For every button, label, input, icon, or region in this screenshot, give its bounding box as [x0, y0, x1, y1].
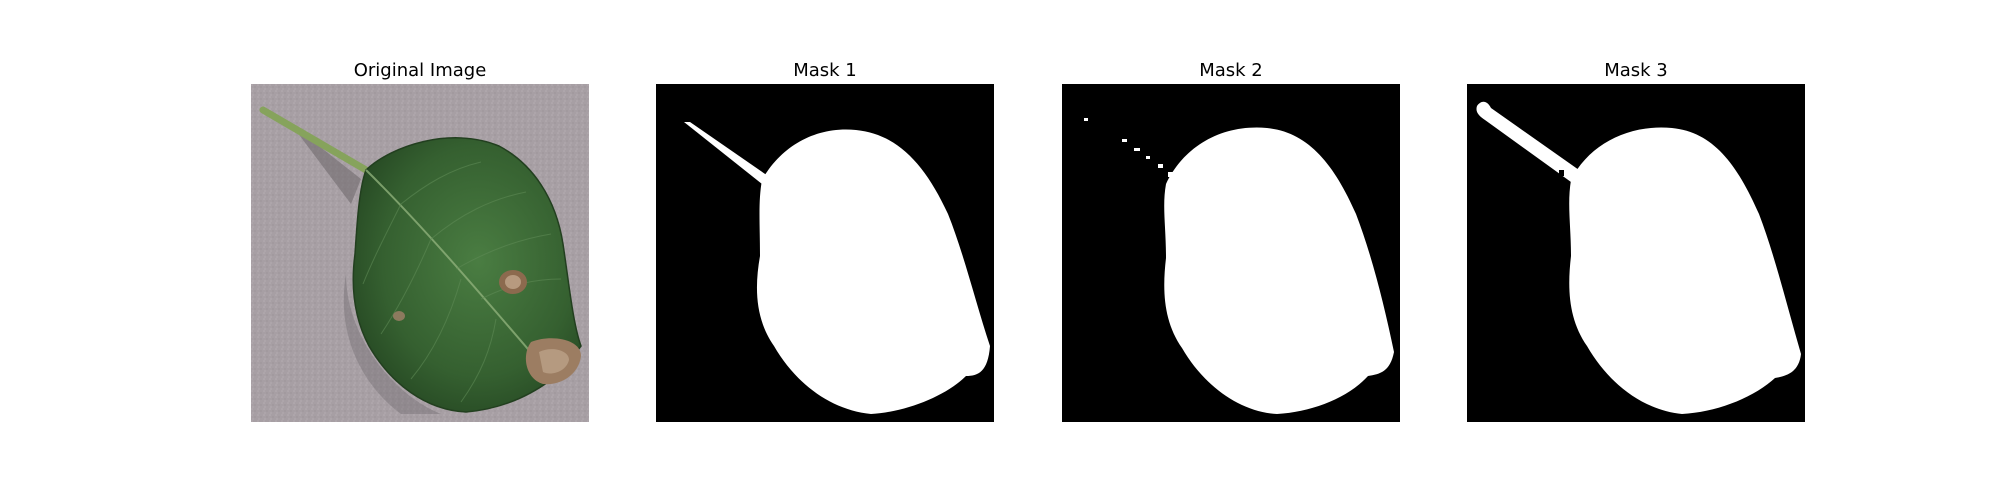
- panel-title: Mask 2: [1199, 60, 1263, 81]
- leaf-lesion-small: [393, 311, 405, 321]
- mask-3-image: [1467, 84, 1805, 422]
- mask-stem: [684, 122, 768, 184]
- leaf-shadow: [343, 274, 441, 414]
- mask-leaf: [1164, 127, 1394, 414]
- mask-stem: [1476, 101, 1579, 182]
- panel-title: Original Image: [353, 60, 487, 81]
- original-leaf-image: [251, 84, 589, 422]
- mask-leaf: [1569, 127, 1801, 414]
- panel-title: Mask 3: [1604, 60, 1668, 81]
- panel-title: Mask 1: [793, 60, 857, 81]
- panel-original-image: Original Image: [251, 58, 589, 422]
- panel-mask-2: Mask 2: [1062, 58, 1400, 422]
- mask-hole: [1559, 170, 1564, 176]
- leaf-midrib: [365, 169, 552, 377]
- mask-1-image: [656, 84, 994, 422]
- leaf-stem: [259, 106, 370, 174]
- leaf-lesion-center: [499, 270, 527, 294]
- panel-mask-1: Mask 1: [656, 58, 994, 422]
- panel-mask-3: Mask 3: [1467, 58, 1805, 422]
- mask-2-image: [1062, 84, 1400, 422]
- mask-stem-fragments: [1084, 118, 1174, 177]
- mask-leaf: [756, 129, 990, 414]
- leaf-lesion-edge: [525, 338, 581, 385]
- leaf-shadow: [291, 124, 361, 204]
